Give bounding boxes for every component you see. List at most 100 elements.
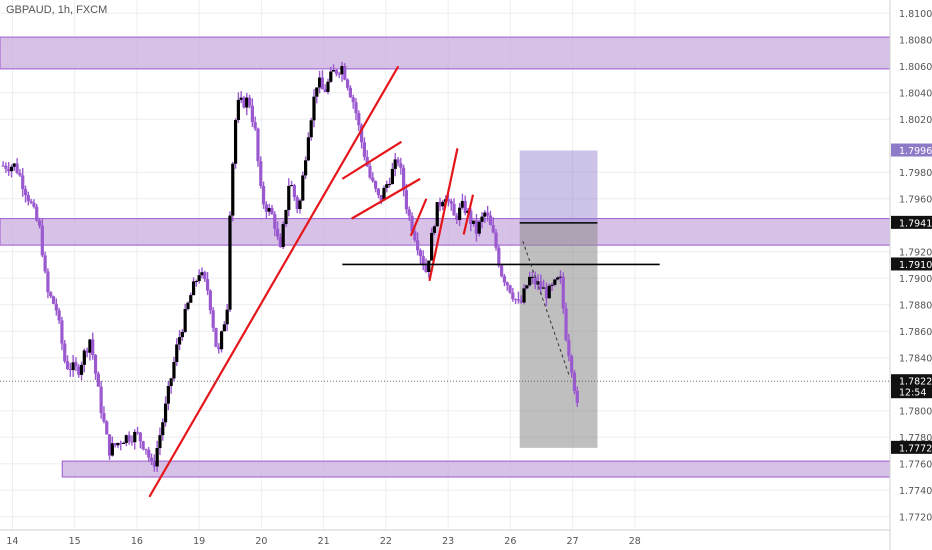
candle-body[interactable]	[32, 202, 36, 207]
candle-body[interactable]	[287, 185, 291, 210]
candle-body[interactable]	[261, 186, 266, 205]
candle-body[interactable]	[105, 421, 109, 435]
candle-body[interactable]	[326, 81, 330, 92]
candle-body[interactable]	[247, 97, 252, 106]
candle-body[interactable]	[253, 122, 257, 129]
candle-body[interactable]	[331, 70, 336, 72]
price-tag[interactable]	[891, 215, 932, 229]
candle-body[interactable]	[505, 282, 509, 286]
candle-body[interactable]	[340, 66, 344, 75]
candle-body[interactable]	[208, 290, 212, 311]
candle-body[interactable]	[337, 73, 341, 75]
candle-body[interactable]	[26, 195, 30, 202]
candle-body[interactable]	[530, 276, 535, 278]
candle-body[interactable]	[345, 79, 350, 88]
candle-body[interactable]	[124, 435, 128, 443]
candle-body[interactable]	[348, 87, 352, 98]
candle-body[interactable]	[452, 203, 456, 216]
trend-line[interactable]	[428, 148, 459, 282]
candle-body[interactable]	[141, 441, 145, 449]
candle-body[interactable]	[133, 431, 137, 443]
candle-body[interactable]	[35, 206, 39, 221]
candle-body[interactable]	[79, 364, 84, 375]
candle-body[interactable]	[233, 120, 238, 164]
candle-body[interactable]	[267, 207, 271, 212]
candle-body[interactable]	[438, 202, 442, 207]
candle-body[interactable]	[49, 292, 53, 297]
trend-line[interactable]	[409, 198, 428, 237]
candle-body[interactable]	[483, 212, 487, 217]
candle-body[interactable]	[418, 250, 423, 257]
candle-body[interactable]	[93, 355, 98, 374]
candle-body[interactable]	[497, 247, 501, 266]
candle-body[interactable]	[432, 226, 437, 233]
candle-body[interactable]	[533, 276, 537, 285]
take-profit-box[interactable]	[519, 222, 598, 448]
candle-body[interactable]	[399, 163, 403, 168]
candle-body[interactable]	[102, 413, 106, 422]
candle-body[interactable]	[360, 125, 364, 143]
candle-body[interactable]	[43, 255, 47, 272]
candle-body[interactable]	[298, 200, 302, 210]
candle-body[interactable]	[385, 184, 389, 188]
candle-body[interactable]	[441, 201, 445, 207]
candle-body[interactable]	[365, 156, 369, 167]
candle-body[interactable]	[382, 187, 386, 201]
candle-body[interactable]	[29, 201, 33, 203]
candle-body[interactable]	[458, 207, 462, 220]
candle-body[interactable]	[351, 97, 355, 103]
candle-body[interactable]	[435, 202, 439, 227]
candle-body[interactable]	[558, 276, 563, 278]
candle-body[interactable]	[413, 231, 417, 241]
candle-body[interactable]	[177, 337, 182, 345]
candle-body[interactable]	[231, 163, 235, 216]
candle-body[interactable]	[572, 372, 577, 391]
candle-body[interactable]	[570, 355, 574, 373]
candle-body[interactable]	[455, 215, 459, 220]
candle-body[interactable]	[23, 189, 28, 196]
candle-body[interactable]	[158, 435, 162, 449]
candle-body[interactable]	[547, 285, 551, 299]
candle-body[interactable]	[511, 292, 515, 300]
candle-body[interactable]	[144, 448, 148, 451]
candle-body[interactable]	[480, 216, 484, 222]
candle-body[interactable]	[281, 224, 285, 248]
candle-body[interactable]	[180, 331, 184, 338]
candle-body[interactable]	[74, 362, 78, 367]
candle-body[interactable]	[12, 163, 16, 167]
candle-body[interactable]	[525, 285, 529, 289]
candle-body[interactable]	[91, 339, 95, 356]
candle-body[interactable]	[309, 120, 313, 138]
candle-body[interactable]	[575, 390, 579, 403]
candle-body[interactable]	[270, 207, 274, 215]
sr-zone[interactable]	[61, 460, 891, 478]
candle-body[interactable]	[371, 177, 375, 182]
candle-body[interactable]	[390, 168, 395, 184]
candle-body[interactable]	[542, 287, 546, 289]
candle-body[interactable]	[421, 256, 425, 266]
candle-body[interactable]	[4, 165, 8, 170]
candle-body[interactable]	[320, 77, 324, 90]
candle-body[interactable]	[186, 302, 190, 310]
candle-body[interactable]	[228, 215, 232, 310]
candle-body[interactable]	[536, 281, 540, 285]
candle-body[interactable]	[256, 128, 260, 162]
candle-body[interactable]	[488, 215, 493, 226]
candle-body[interactable]	[121, 442, 126, 445]
candle-body[interactable]	[194, 281, 198, 283]
candle-body[interactable]	[21, 175, 25, 190]
candle-body[interactable]	[205, 279, 210, 291]
candle-body[interactable]	[116, 442, 120, 446]
candle-body[interactable]	[46, 271, 50, 293]
candle-body[interactable]	[63, 343, 67, 362]
candle-body[interactable]	[486, 212, 490, 216]
stop-loss-box[interactable]	[519, 150, 598, 223]
candle-body[interactable]	[203, 272, 207, 280]
candle-body[interactable]	[245, 97, 249, 108]
candle-body[interactable]	[424, 265, 428, 273]
candle-body[interactable]	[508, 285, 512, 293]
candle-body[interactable]	[7, 169, 11, 172]
candle-body[interactable]	[528, 276, 532, 286]
candle-body[interactable]	[37, 220, 42, 226]
